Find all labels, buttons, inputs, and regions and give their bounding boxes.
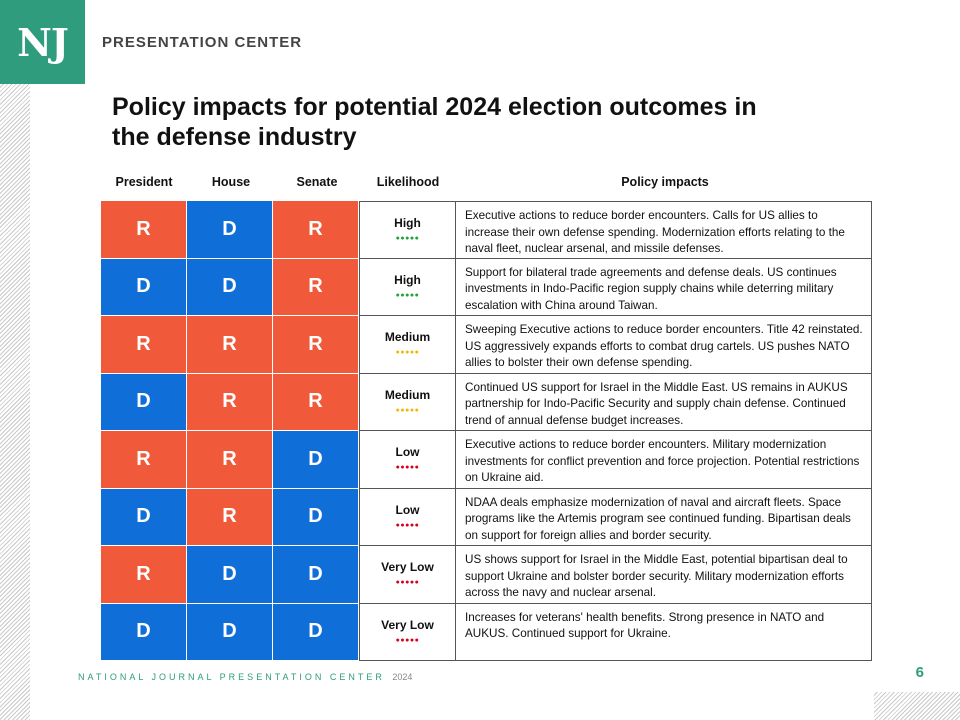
cell-policy-impact: Increases for veterans' health benefits.… (456, 603, 872, 661)
likelihood-label: Medium (384, 330, 431, 345)
cell-senate: R (273, 258, 359, 316)
cell-president: D (101, 603, 187, 661)
likelihood-dots-icon: ●●●●● (395, 234, 420, 242)
cell-policy-impact: NDAA deals emphasize modernization of na… (456, 488, 872, 546)
likelihood-label: Very Low (381, 560, 434, 575)
cell-house: R (187, 373, 273, 431)
cell-likelihood: Medium ●●●●● (359, 316, 456, 374)
page-number: 6 (915, 664, 924, 681)
likelihood-dots-icon: ●●●●● (395, 636, 420, 644)
cell-likelihood: High ●●●●● (359, 201, 456, 259)
likelihood-dots-icon: ●●●●● (395, 521, 420, 529)
cell-house: D (187, 603, 273, 661)
cell-likelihood: Low ●●●●● (359, 431, 456, 489)
cell-policy-impact: Executive actions to reduce border encou… (456, 201, 872, 259)
likelihood-label: Low (395, 445, 420, 460)
cell-president: D (101, 258, 187, 316)
outcomes-table: R D R High ●●●●● Executive actions to reduce … (101, 201, 872, 661)
cell-likelihood: Medium ●●●●● (359, 373, 456, 431)
cell-senate: D (273, 603, 359, 661)
cell-policy-impact: Sweeping Executive actions to reduce bor… (456, 316, 872, 374)
cell-house: D (187, 258, 273, 316)
cell-policy-impact: US shows support for Israel in the Middl… (456, 546, 872, 604)
likelihood-label: Low (395, 502, 420, 517)
likelihood-label: Medium (384, 387, 431, 402)
header-house: House (211, 175, 251, 189)
likelihood-label: Very Low (381, 617, 434, 632)
decorative-hatch-left (0, 84, 30, 720)
cell-senate: D (273, 431, 359, 489)
cell-president: R (101, 201, 187, 259)
likelihood-dots-icon: ●●●●● (395, 349, 420, 357)
cell-likelihood: Very Low ●●●●● (359, 603, 456, 661)
nj-logo: NJ (0, 0, 85, 84)
likelihood-dots-icon: ●●●●● (395, 406, 420, 414)
footer: NATIONAL JOURNAL PRESENTATION CENTER 202… (78, 672, 412, 682)
cell-policy-impact: Support for bilateral trade agreements a… (456, 258, 872, 316)
header-president: President (115, 175, 173, 189)
cell-senate: R (273, 316, 359, 374)
footer-label: NATIONAL JOURNAL PRESENTATION CENTER (78, 672, 385, 682)
cell-president: R (101, 431, 187, 489)
cell-senate: R (273, 373, 359, 431)
header-likelihood: Likelihood (376, 175, 440, 189)
cell-president: D (101, 373, 187, 431)
cell-senate: D (273, 488, 359, 546)
likelihood-label: High (394, 215, 421, 230)
cell-likelihood: Low ●●●●● (359, 488, 456, 546)
cell-senate: R (273, 201, 359, 259)
header-policy-impacts: Policy impacts (621, 175, 709, 189)
decorative-hatch-bottom-right (874, 692, 960, 720)
cell-president: D (101, 488, 187, 546)
brand-label: PRESENTATION CENTER (102, 34, 303, 51)
cell-house: D (187, 546, 273, 604)
cell-president: R (101, 546, 187, 604)
cell-policy-impact: Executive actions to reduce border encou… (456, 431, 872, 489)
cell-house: D (187, 201, 273, 259)
cell-house: R (187, 488, 273, 546)
cell-president: R (101, 316, 187, 374)
cell-house: R (187, 431, 273, 489)
page-title: Policy impacts for potential 2024 electi… (112, 93, 757, 151)
cell-house: R (187, 316, 273, 374)
likelihood-dots-icon: ●●●●● (395, 291, 420, 299)
likelihood-dots-icon: ●●●●● (395, 579, 420, 587)
likelihood-dots-icon: ●●●●● (395, 464, 420, 472)
header-senate: Senate (296, 175, 338, 189)
likelihood-label: High (394, 272, 421, 287)
cell-senate: D (273, 546, 359, 604)
cell-likelihood: Very Low ●●●●● (359, 546, 456, 604)
footer-year: 2024 (392, 672, 413, 682)
cell-likelihood: High ●●●●● (359, 258, 456, 316)
table-header: President House Senate Likelihood Policy… (100, 175, 874, 193)
cell-policy-impact: Continued US support for Israel in the M… (456, 373, 872, 431)
